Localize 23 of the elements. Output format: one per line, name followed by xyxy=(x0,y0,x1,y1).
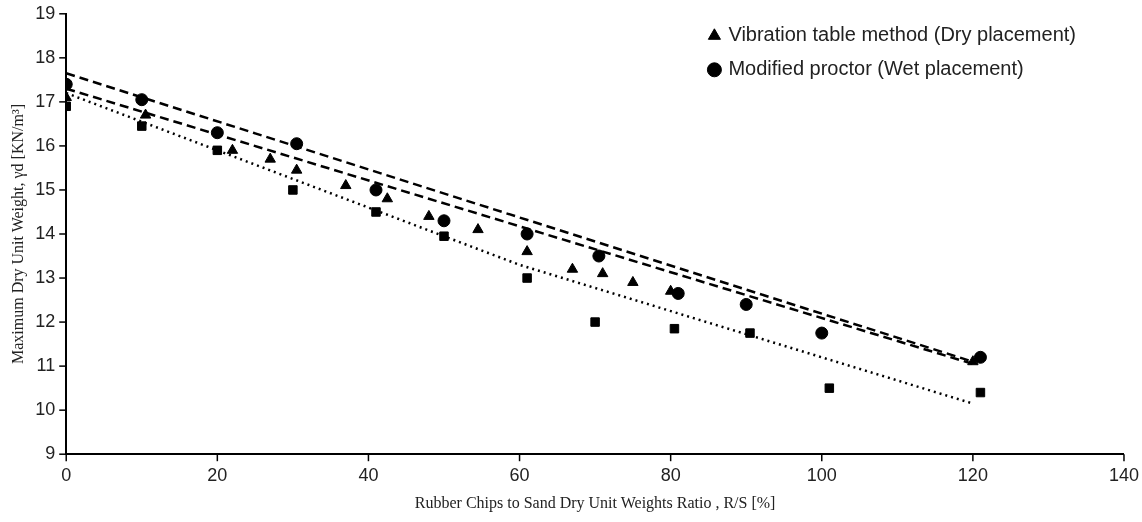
x-tick-label: 100 xyxy=(806,464,837,485)
x-tick-label: 40 xyxy=(358,464,379,485)
y-tick-label: 11 xyxy=(36,355,56,376)
y-tick-label: 17 xyxy=(35,90,56,111)
x-tick-label: 20 xyxy=(207,464,228,485)
y-tick-label: 16 xyxy=(35,134,56,155)
x-axis-title: Rubber Chips to Sand Dry Unit Weights Ratio , R/S [%] xyxy=(414,493,776,512)
y-tick-label: 9 xyxy=(45,443,56,464)
x-tick-label: 120 xyxy=(957,464,988,485)
y-tick-label: 10 xyxy=(35,399,56,420)
x-tick-label: 0 xyxy=(61,464,72,485)
y-tick-label: 12 xyxy=(35,311,56,332)
y-tick-label: 14 xyxy=(35,222,56,243)
x-tick-label: 140 xyxy=(1108,464,1140,485)
y-tick-label: 15 xyxy=(35,178,56,199)
legend-label: Vibration table method (Dry placement) xyxy=(728,23,1076,46)
y-tick-label: 18 xyxy=(35,46,56,67)
y-tick-label: 19 xyxy=(35,2,56,23)
y-axis-title: Maximum Dry Unit Weight, γd [KN/m³] xyxy=(8,103,27,365)
x-tick-label: 80 xyxy=(660,464,681,485)
x-tick-label: 60 xyxy=(509,464,530,485)
y-tick-label: 13 xyxy=(35,267,56,288)
legend-label: Modified proctor (Wet placement) xyxy=(728,57,1024,80)
